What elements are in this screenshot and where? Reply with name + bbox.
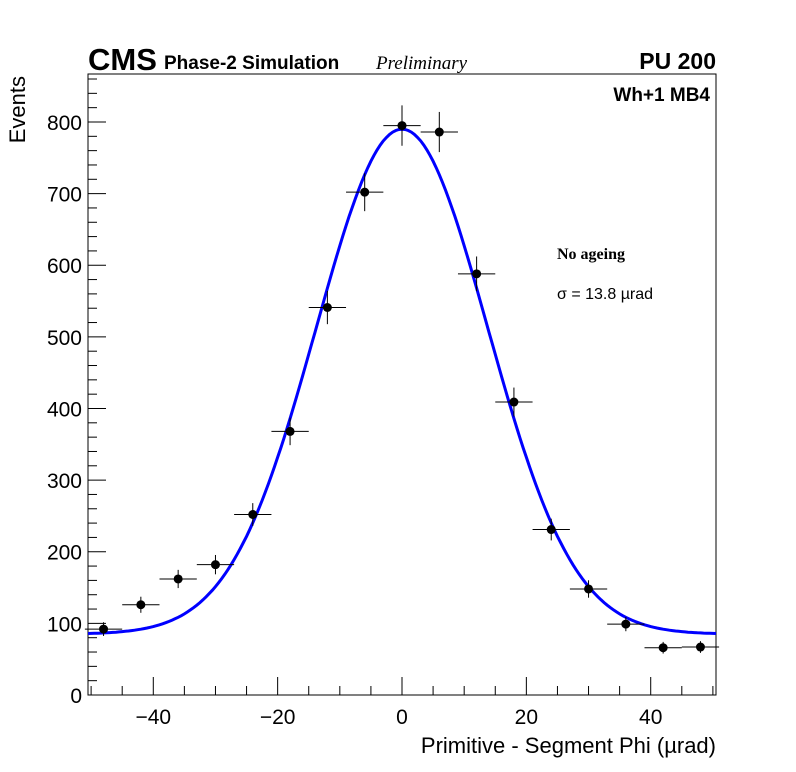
x-tick-label: 20 <box>515 706 538 729</box>
marker <box>509 397 519 407</box>
y-axis-label: Events <box>5 76 30 143</box>
y-tick-label: 200 <box>47 542 82 565</box>
data-point <box>420 111 458 153</box>
marker <box>360 187 370 197</box>
marker <box>472 269 482 279</box>
x-tick-label: −40 <box>135 706 171 729</box>
y-tick-label: 600 <box>47 255 82 278</box>
data-point <box>234 503 272 526</box>
title-preliminary: Preliminary <box>375 53 468 74</box>
data-point <box>196 554 235 575</box>
y-tick-label: 400 <box>47 398 82 421</box>
data-point <box>607 616 645 632</box>
data-point <box>569 580 608 598</box>
marker <box>285 426 295 436</box>
data-point <box>681 641 720 653</box>
marker <box>173 574 183 584</box>
marker <box>621 619 631 629</box>
data-point <box>644 641 682 654</box>
marker <box>434 127 444 137</box>
x-axis-label: Primitive - Segment Phi (µrad) <box>421 733 716 758</box>
data-point <box>457 256 496 292</box>
title-sub: Phase-2 Simulation <box>164 53 339 74</box>
marker <box>546 525 556 535</box>
marker <box>397 121 407 131</box>
x-tick-label: −20 <box>260 706 296 729</box>
data-point <box>495 387 533 417</box>
y-tick-label: 0 <box>70 685 82 708</box>
marker <box>695 642 705 652</box>
marker <box>210 560 220 570</box>
plot-frame <box>87 73 717 696</box>
fit-curve <box>87 127 717 635</box>
legend-label: No ageing <box>557 246 625 263</box>
marker <box>248 510 258 520</box>
marker <box>136 600 146 610</box>
sigma-label: σ = 13.8 µrad <box>557 286 653 303</box>
data-point <box>532 518 570 541</box>
x-tick-label: 40 <box>639 706 662 729</box>
data-point <box>346 173 384 212</box>
x-tick-label: 0 <box>396 706 408 729</box>
marker <box>322 303 332 313</box>
data-point <box>271 417 309 446</box>
station-label: Wh+1 MB4 <box>613 85 710 106</box>
data-point <box>159 569 197 589</box>
y-tick-label: 500 <box>47 327 82 350</box>
y-tick-label: 100 <box>47 613 82 636</box>
marker <box>584 584 594 594</box>
data-point <box>308 290 347 325</box>
y-tick-label: 800 <box>47 112 82 135</box>
y-tick-label: 700 <box>47 184 82 207</box>
data-point <box>383 105 421 146</box>
marker <box>99 624 109 634</box>
data-point <box>84 622 123 636</box>
y-tick-label: 300 <box>47 470 82 493</box>
marker <box>658 643 668 653</box>
data-point <box>122 596 160 613</box>
pileup-label: PU 200 <box>639 48 716 74</box>
title-cms: CMS <box>88 42 157 77</box>
